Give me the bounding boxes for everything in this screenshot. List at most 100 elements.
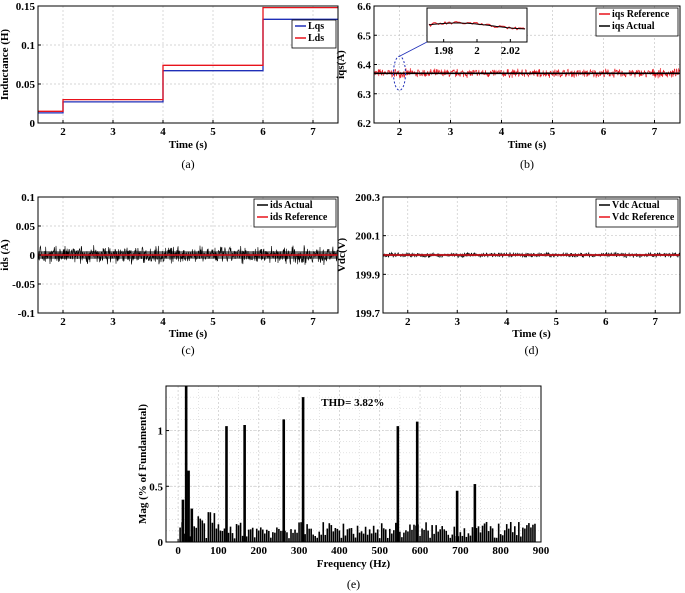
plot-area-e xyxy=(179,386,536,542)
x-ticks-a: 2 3 4 5 6 7 xyxy=(60,120,316,138)
inset-tick-label: 2 xyxy=(474,45,480,57)
x-tick-label: 5 xyxy=(550,126,556,138)
y-tick-label: 6.2 xyxy=(357,118,371,130)
legend-entry: Vdc Actual xyxy=(612,200,660,211)
x-tick-label: 6 xyxy=(601,126,607,138)
legend-box xyxy=(595,198,679,228)
x-axis-label-d: Time (s) xyxy=(512,328,551,340)
y-ticks-c: -0.1 -0.05 0 0.05 0.1 xyxy=(12,192,41,320)
y-ticks-b: 6.2 6.3 6.4 6.5 6.6 xyxy=(357,1,377,130)
series-line-iqs-reference xyxy=(374,67,680,79)
x-tick-label: 600 xyxy=(412,545,429,557)
axes-frame-d xyxy=(382,196,681,314)
panel-caption-e: (e) xyxy=(347,577,360,591)
x-tick-label: 7 xyxy=(652,126,658,138)
y-ticks-e: 00.51 xyxy=(149,426,169,549)
x-tick-label: 900 xyxy=(533,545,550,557)
x-tick-label: 4 xyxy=(160,316,166,328)
x-tick-label: 5 xyxy=(210,316,216,328)
x-tick-label: 0 xyxy=(175,545,181,557)
zoom-leader xyxy=(399,41,428,57)
x-tick-label: 200 xyxy=(250,545,267,557)
x-tick-label: 2 xyxy=(60,316,66,328)
x-axis-label-a: Time (s) xyxy=(169,139,208,151)
x-tick-label: 3 xyxy=(448,126,454,138)
x-tick-label: 6 xyxy=(603,316,609,328)
inset-actual-line xyxy=(428,22,525,30)
y-tick-label: 0.1 xyxy=(21,192,35,204)
x-tick-label: 3 xyxy=(455,316,461,328)
y-axis-label-c: ids (A) xyxy=(0,239,11,271)
axes-frame-a xyxy=(37,5,339,124)
x-tick-label: 700 xyxy=(452,545,469,557)
x-ticks-c: 2 3 4 5 6 7 xyxy=(60,310,316,328)
x-tick-label: 3 xyxy=(110,316,116,328)
panel-caption-d: (d) xyxy=(525,343,539,357)
y-tick-label: 0.05 xyxy=(16,79,36,91)
x-tick-label: 2 xyxy=(397,126,403,138)
x-tick-label: 2 xyxy=(405,316,411,328)
chart-b: 2 3 4 5 6 7 6.2 6.3 6.4 6.5 6.6 Time (s) iqs(A) (b) iq… xyxy=(335,1,681,171)
y-axis-label-a: Inductance (H) xyxy=(0,29,11,101)
x-axis-label-b: Time (s) xyxy=(508,139,547,151)
x-ticks-e: 0 100 200 300 400 500 600 700 800 900 xyxy=(175,539,550,557)
x-tick-label: 800 xyxy=(492,545,509,557)
y-tick-label: 6.6 xyxy=(357,1,371,13)
legend-box xyxy=(291,19,337,49)
thd-annotation: THD= 3.82% xyxy=(321,397,384,409)
x-tick-label: 7 xyxy=(653,316,659,328)
y-axis-label-d: Vdc(V) xyxy=(336,238,348,273)
y-ticks-a: 0 0.05 0.1 0.15 xyxy=(16,1,41,130)
grid-e xyxy=(166,386,542,543)
chart-a: 2 3 4 5 6 7 0 0.05 0.1 0.15 Time (s) Inductance (H)… xyxy=(0,1,339,171)
legend-entry: Lqs xyxy=(308,21,324,32)
x-tick-label: 7 xyxy=(310,126,316,138)
y-tick-label: 6.3 xyxy=(357,89,371,101)
x-tick-label: 6 xyxy=(260,126,266,138)
y-ticks-d: 199.7 199.9 200.1 200.3 xyxy=(355,192,386,320)
x-tick-label: 4 xyxy=(160,126,166,138)
x-ticks-b: 2 3 4 5 6 7 xyxy=(397,120,658,138)
y-tick-label: 199.9 xyxy=(355,269,380,281)
y-axis-label-e: Mag (% of Fundamental) xyxy=(137,404,149,524)
y-tick-label: 0 xyxy=(30,250,36,262)
chart-c: 2 3 4 5 6 7 -0.1 -0.05 0 0.05 0.1 Time (s) ids (A) (c… xyxy=(0,192,339,357)
legend-entry: iqs Actual xyxy=(612,21,655,32)
y-tick-label: 0.5 xyxy=(149,481,163,493)
x-tick-label: 5 xyxy=(554,316,560,328)
panel-caption-b: (b) xyxy=(520,157,534,171)
inset-reference-line xyxy=(428,21,526,31)
x-axis-label-e: Frequency (Hz) xyxy=(317,558,391,570)
legend-entry: Lds xyxy=(308,33,324,44)
plot-area-a xyxy=(38,6,338,114)
x-tick-label: 300 xyxy=(291,545,308,557)
legend-entry: ids Reference xyxy=(270,212,328,223)
y-tick-label: 200.1 xyxy=(355,231,380,243)
y-tick-label: 6.5 xyxy=(357,30,371,42)
y-tick-label: 0.05 xyxy=(16,221,36,233)
y-axis-label-b: iqs(A) xyxy=(335,50,347,79)
plot-area-d xyxy=(383,251,680,259)
x-tick-label: 6 xyxy=(260,316,266,328)
legend-entry: Vdc Reference xyxy=(612,212,675,223)
y-tick-label: 199.7 xyxy=(355,308,380,320)
x-tick-label: 7 xyxy=(310,316,316,328)
y-tick-label: 0 xyxy=(30,118,36,130)
legend-box xyxy=(253,198,337,228)
legend-entry: ids Actual xyxy=(270,200,313,211)
y-tick-label: 0.15 xyxy=(16,1,36,13)
x-tick-label: 3 xyxy=(110,126,116,138)
x-axis-label-c: Time (s) xyxy=(169,328,208,340)
inset-zoom: 1.98 2 2.02 xyxy=(393,7,528,91)
x-tick-label: 4 xyxy=(499,126,505,138)
y-tick-label: 0.1 xyxy=(21,40,35,52)
chart-d: 2 3 4 5 6 7 199.7 199.9 200.1 200.3 Time (s) Vdc(V)… xyxy=(336,192,681,357)
plot-area-c xyxy=(38,245,338,266)
legend-entry: iqs Reference xyxy=(612,9,670,20)
x-tick-label: 5 xyxy=(210,126,216,138)
x-tick-label: 100 xyxy=(210,545,227,557)
